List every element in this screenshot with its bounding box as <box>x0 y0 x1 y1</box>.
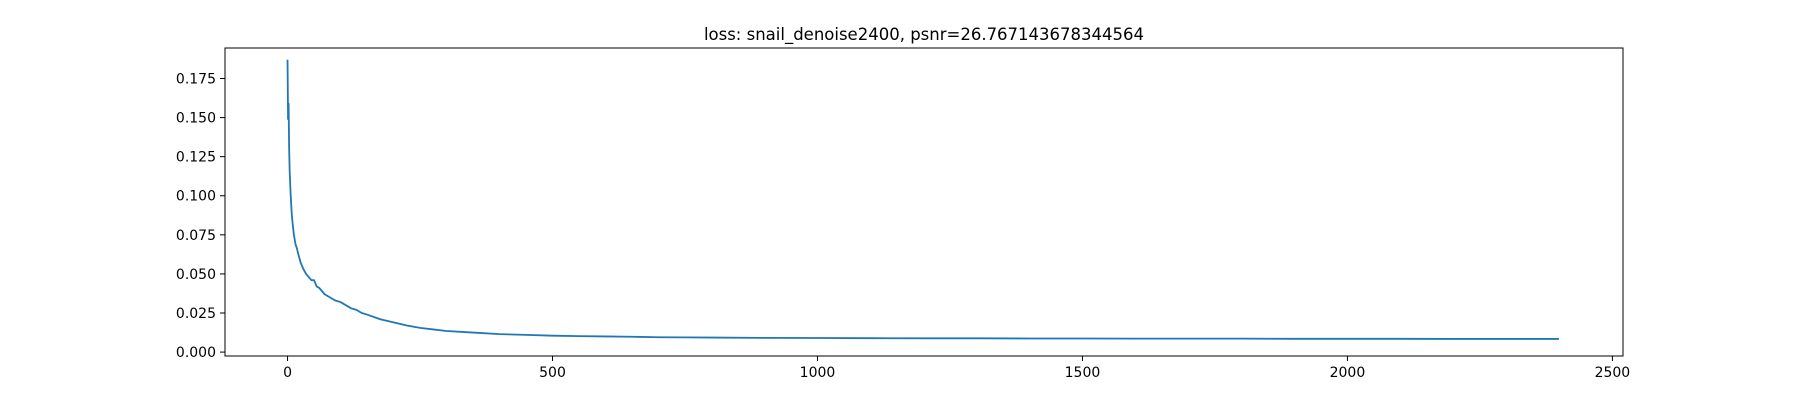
y-tick-label: 0.175 <box>176 71 216 87</box>
x-tick-label: 0 <box>283 365 292 381</box>
y-tick-label: 0.075 <box>176 228 216 244</box>
x-axis: 0 500 1000 1500 2000 2500 <box>283 356 1630 381</box>
y-tick-label: 0.125 <box>176 150 216 166</box>
y-tick-label: 0.025 <box>176 306 216 322</box>
series-line-1 <box>286 59 1559 340</box>
y-axis: 0.000 0.025 0.050 0.075 0.100 0.125 0.150 0.175 <box>176 71 225 361</box>
x-tick-label: 1000 <box>800 365 836 381</box>
chart-title: loss: snail_denoise2400, psnr=26.7671436… <box>704 25 1144 45</box>
x-tick-label: 500 <box>539 365 566 381</box>
x-tick-label: 2000 <box>1330 365 1366 381</box>
y-tick-label: 0.100 <box>176 189 216 205</box>
axes-frame <box>224 47 1624 357</box>
y-tick-label: 0.050 <box>176 267 216 283</box>
x-tick-label: 2500 <box>1595 365 1631 381</box>
plot-area <box>224 47 1624 357</box>
x-tick-label: 1500 <box>1065 365 1101 381</box>
y-tick-label: 0.150 <box>176 111 216 127</box>
y-tick-label: 0.000 <box>176 345 216 361</box>
